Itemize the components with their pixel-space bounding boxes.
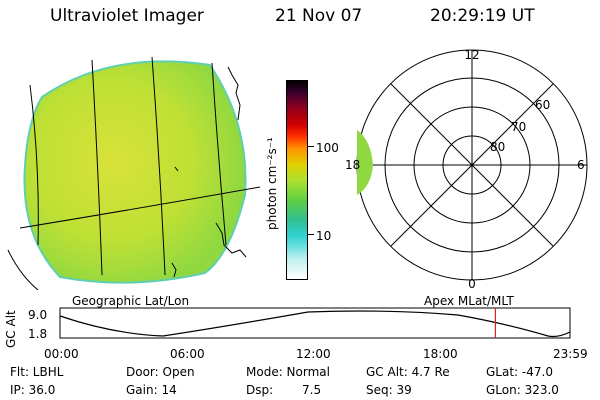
time-tick-0000: 00:00 (44, 347, 79, 361)
geographic-image-panel (7, 56, 260, 290)
mlt-label-6: 6 (577, 158, 585, 172)
mlt-label-12: 12 (464, 48, 479, 62)
gain-info: Gain: 14 (126, 383, 177, 397)
mlt-label-18: 18 (345, 158, 360, 172)
alt-tick-1-8: 1.8 (28, 327, 48, 341)
apex-aurora-patch (357, 130, 373, 195)
mlat-label-80: 80 (490, 140, 505, 154)
mlt-label-0: 0 (468, 277, 476, 290)
color-scale-bar (286, 80, 308, 280)
geographic-label: Geographic Lat/Lon (72, 294, 190, 308)
alt-tick-9: 9.0 (28, 308, 48, 322)
colorbar-tick-10: 10 (316, 229, 332, 243)
apex-label: Apex MLat/MLT (424, 294, 514, 308)
instrument-title: Ultraviolet Imager (50, 6, 204, 26)
observation-time: 20:29:19 UT (430, 6, 535, 26)
colorbar-tick-100: 100 (316, 141, 339, 155)
mlat-label-70: 70 (511, 120, 526, 134)
alt-axis-label: GC Alt (4, 310, 18, 348)
dsp-value: 7.5 (302, 383, 322, 397)
altitude-plot (59, 307, 571, 339)
glat-info: GLat: -47.0 (486, 365, 553, 379)
time-tick-1800: 18:00 (423, 347, 458, 361)
time-tick-0600: 06:00 (170, 347, 205, 361)
door-info: Door: Open (126, 365, 195, 379)
glon-info: GLon: 323.0 (486, 383, 559, 397)
seq-info: Seq: 39 (366, 383, 412, 397)
colorbar-unit-label: photon cm⁻²s⁻¹ (265, 137, 279, 230)
mlat-label-60: 60 (535, 98, 550, 112)
flt-info: Flt: LBHL (10, 365, 64, 379)
time-tick-2359: 23:59 (553, 347, 588, 361)
ip-info: IP: 36.0 (10, 383, 56, 397)
time-tick-1200: 12:00 (296, 347, 331, 361)
mode-info: Mode: Normal (246, 365, 330, 379)
observation-date: 21 Nov 07 (275, 6, 363, 26)
earth-disk (23, 60, 247, 284)
apex-polar-plot: 12 6 18 0 60 70 80 (345, 48, 588, 290)
gc-alt-info: GC Alt: 4.7 Re (366, 365, 450, 379)
dsp-info: Dsp: (246, 383, 274, 397)
